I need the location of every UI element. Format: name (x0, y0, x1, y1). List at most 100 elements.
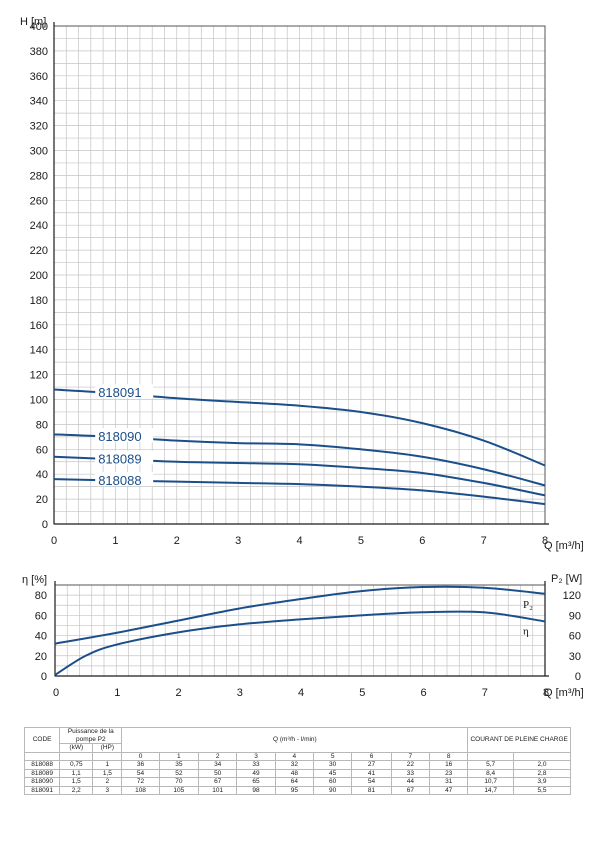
x-tick-label: 2 (174, 535, 180, 547)
head-value-cell: 67 (198, 777, 238, 787)
curve-label-background (95, 472, 154, 487)
right-y-tick-label: 120 (563, 590, 581, 602)
y-tick-label: 220 (30, 245, 48, 257)
x-tick-label: 7 (481, 535, 487, 547)
y-tick-label: 280 (30, 170, 48, 182)
kw-header: (kW) (59, 743, 94, 753)
head-value-cell: 60 (312, 777, 353, 787)
left-y-tick-label: 60 (35, 610, 47, 622)
x-tick-label: 8 (542, 535, 548, 547)
left-y-tick-label: 80 (35, 590, 47, 602)
empty-header-cell (23, 751, 61, 761)
left-y-tick-label: 40 (35, 631, 47, 643)
y-tick-label: 200 (30, 270, 48, 282)
table-row: 818088 0,75 1 36 35 34 33 32 30 27 22 16 5,7 2,0 (23, 760, 572, 770)
current-cell: 5,5 (512, 785, 572, 795)
head-value-cell: 33 (236, 760, 276, 770)
right-y-tick-label: 60 (569, 631, 581, 643)
kw-cell: 1,5 (59, 777, 94, 787)
head-value-cell: 49 (236, 768, 276, 778)
head-chart-curves: 818088 818089 818090 818091 (53, 384, 546, 506)
code-header: CODE (23, 727, 61, 753)
y-tick-label: 180 (30, 295, 48, 307)
head-value-cell: 70 (158, 777, 200, 787)
head-value-cell: 65 (236, 777, 276, 787)
left-y-tick-label: 20 (35, 651, 47, 663)
head-chart-y-axis-title: H [m] (20, 16, 46, 28)
flow-value-header: 7 (390, 751, 431, 761)
current-cell: 8,4 (467, 768, 514, 778)
head-value-cell: 48 (274, 768, 315, 778)
table-row: 818091 2,2 3 108 105 101 98 95 90 81 67 47 14,7 5,5 (23, 785, 572, 795)
efficiency-chart-axes: 0 20 40 60 80 0 30 60 90 120 0 1 2 3 4 5 6 7 8 (35, 581, 581, 699)
head-value-cell: 41 (351, 768, 392, 778)
head-chart-x-axis-title: Q [m³/h] (544, 540, 584, 552)
efficiency-chart-right-y-axis-title: P₂ [W] (551, 573, 582, 585)
x-tick-label: 8 (543, 687, 549, 699)
head-value-cell: 34 (198, 760, 238, 770)
hp-cell: 1,5 (92, 768, 123, 778)
y-tick-label: 100 (30, 395, 48, 407)
y-tick-label: 340 (30, 96, 48, 108)
curve-label-background (95, 450, 154, 465)
x-tick-label: 0 (53, 687, 59, 699)
x-tick-label: 6 (419, 535, 425, 547)
flow-header: Q (m³/h - l/min) (121, 727, 469, 753)
y-tick-label: 360 (30, 71, 48, 83)
right-y-tick-label: 0 (575, 671, 581, 683)
y-tick-label: 260 (30, 195, 48, 207)
efficiency-chart-x-axis-title: Q [m³/h] (544, 687, 584, 699)
current-cell: 5,7 (467, 760, 514, 770)
head-value-cell: 30 (312, 760, 353, 770)
x-tick-label: 2 (175, 687, 181, 699)
right-y-tick-label: 90 (569, 610, 581, 622)
curve-label-background (95, 384, 154, 399)
x-tick-label: 3 (237, 687, 243, 699)
code-cell: 818091 (23, 785, 61, 795)
current-cell: 2,0 (512, 760, 572, 770)
curve-power (54, 585, 546, 645)
pump-data-table: CODE Puissance de la pompe P2 Q (m³/h - … (23, 727, 572, 795)
curve-label-background (95, 428, 154, 443)
head-value-cell: 98 (236, 785, 276, 795)
head-value-cell: 101 (198, 785, 238, 795)
y-tick-label: 120 (30, 370, 48, 382)
head-value-cell: 44 (390, 777, 431, 787)
head-value-cell: 47 (429, 785, 469, 795)
curve-label-818090: 818090 (98, 429, 141, 444)
head-value-cell: 22 (390, 760, 431, 770)
right-y-tick-label: 30 (569, 651, 581, 663)
power-header: Puissance de la pompe P2 (59, 727, 123, 744)
head-value-cell: 31 (429, 777, 469, 787)
current-cell: 3,9 (512, 777, 572, 787)
empty-header-cell (59, 751, 94, 761)
kw-cell: 1,1 (59, 768, 94, 778)
pump-performance-charts: 0204060801001201401601802002202402602803… (20, 16, 584, 699)
head-value-cell: 52 (158, 768, 200, 778)
y-tick-label: 380 (30, 46, 48, 58)
code-cell: 818089 (23, 768, 61, 778)
head-value-cell: 64 (274, 777, 315, 787)
head-value-cell: 54 (121, 768, 160, 778)
flow-value-header: 2 (198, 751, 238, 761)
head-value-cell: 23 (429, 768, 469, 778)
x-tick-label: 5 (358, 535, 364, 547)
x-tick-label: 6 (420, 687, 426, 699)
flow-value-header: 8 (429, 751, 469, 761)
flow-value-header: 5 (312, 751, 353, 761)
head-value-cell: 54 (351, 777, 392, 787)
x-tick-label: 1 (114, 687, 120, 699)
hp-cell: 2 (92, 777, 123, 787)
head-value-cell: 81 (351, 785, 392, 795)
empty-header-cell (92, 751, 123, 761)
head-value-cell: 67 (390, 785, 431, 795)
head-value-cell: 90 (312, 785, 353, 795)
efficiency-chart-left-y-axis-title: η [%] (22, 574, 47, 586)
flow-value-header: 3 (236, 751, 276, 761)
current-cell: 2,8 (512, 768, 572, 778)
head-chart-grid (53, 25, 546, 525)
y-tick-label: 80 (36, 419, 48, 431)
head-value-cell: 50 (198, 768, 238, 778)
code-cell: 818088 (23, 760, 61, 770)
efficiency-chart-curves: P₂ η (54, 585, 546, 676)
